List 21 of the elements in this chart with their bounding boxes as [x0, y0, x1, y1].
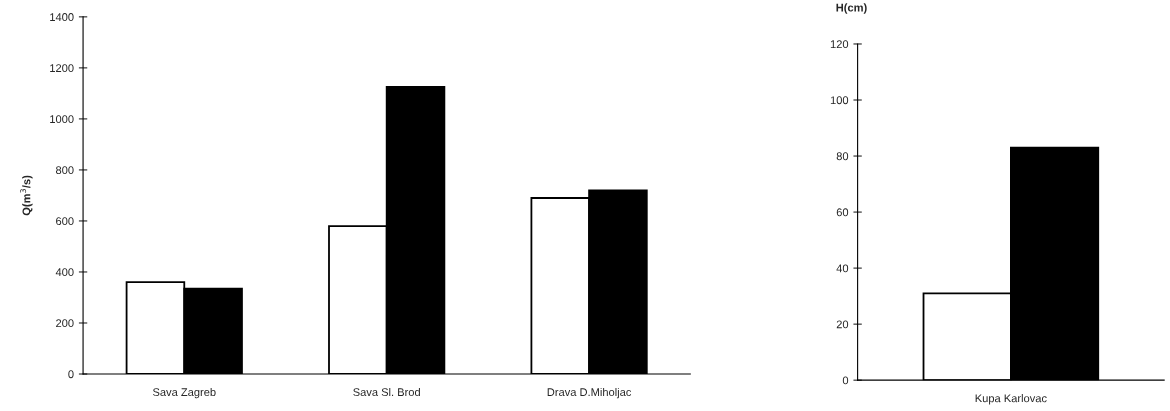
- y-tick-label: 40: [836, 264, 849, 273]
- y-tick-label: 400: [55, 268, 74, 277]
- y-tick-label: 1400: [50, 13, 74, 21]
- y-tick-label: 0: [68, 370, 74, 379]
- x-tick-label: Drava D.Miholjac: [547, 387, 632, 399]
- x-tick-label: Sava Sl. Brod: [353, 387, 420, 397]
- x-tick-label: Kupa Karlovac: [975, 394, 1047, 405]
- x-tick-label: Sava Zagreb: [152, 387, 216, 399]
- y-axis-title: H(cm): [836, 3, 867, 14]
- y-tick-label: 1200: [50, 64, 74, 73]
- y-tick-label: 100: [830, 96, 849, 105]
- y-tick-label: 60: [836, 208, 849, 217]
- y-tick-label: 600: [56, 217, 74, 226]
- y-tick-label: 0: [842, 376, 849, 385]
- y-tick-label: 800: [55, 166, 74, 175]
- y-axis-title: Q(m$^{3}$/s): [20, 175, 33, 216]
- y-tick-label: 200: [56, 319, 74, 328]
- y-tick-label: 20: [836, 320, 849, 329]
- y-tick-label: 120: [830, 40, 849, 49]
- y-tick-label: 1000: [50, 115, 74, 124]
- y-tick-label: 80: [836, 152, 849, 161]
